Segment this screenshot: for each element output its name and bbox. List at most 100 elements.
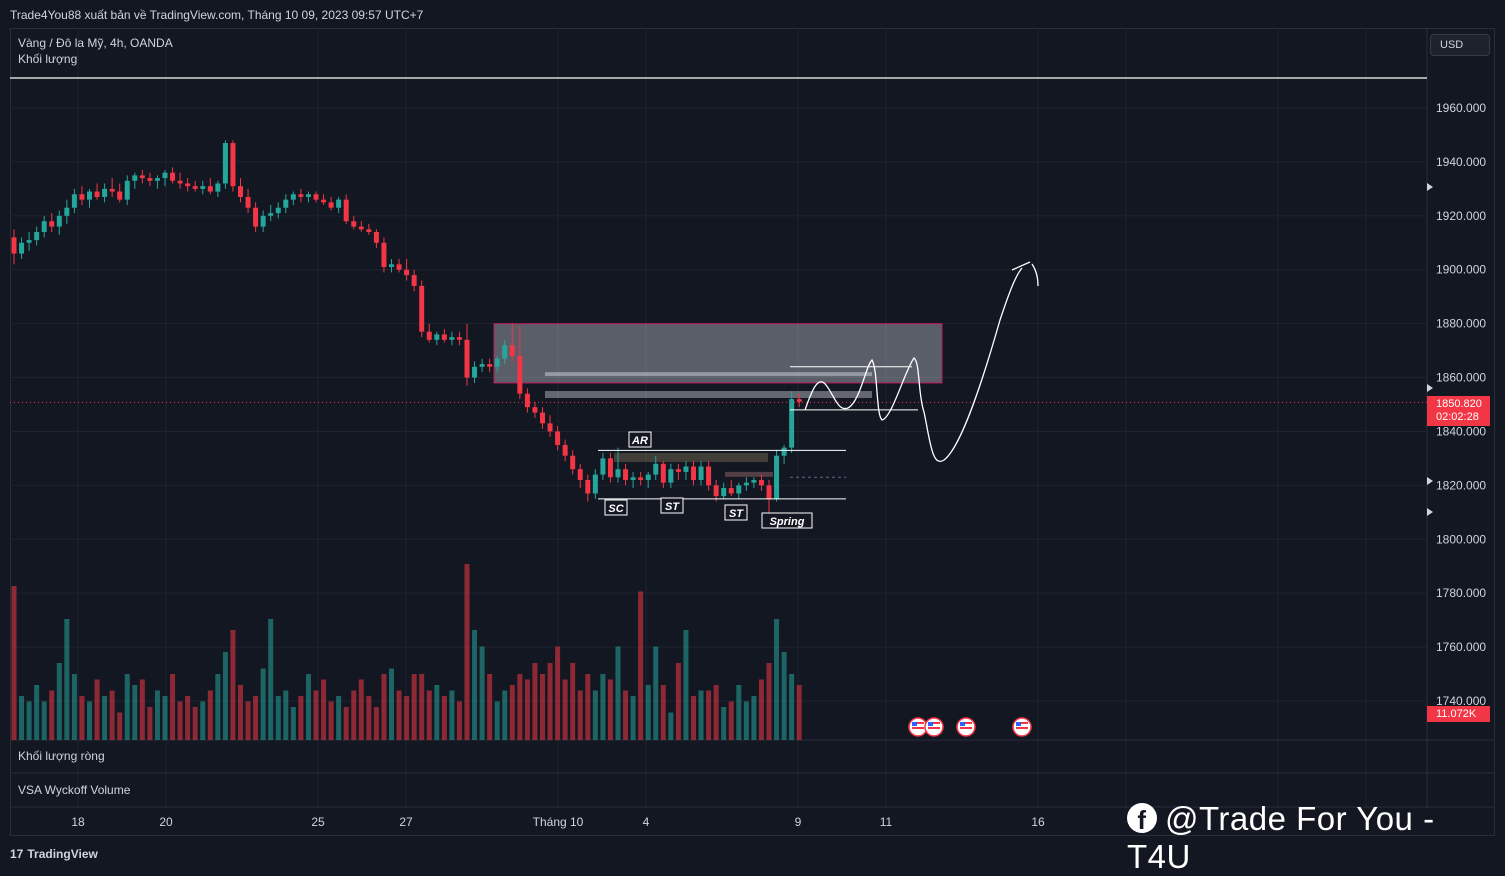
chart-frame[interactable] bbox=[10, 28, 1495, 836]
candle bbox=[456, 331, 462, 346]
volume-bar bbox=[434, 685, 440, 740]
symbol-title[interactable]: Vàng / Đô la Mỹ, 4h, OANDA bbox=[18, 36, 173, 50]
price-tick-label: 1760.000 bbox=[1436, 640, 1486, 654]
candle-body bbox=[698, 466, 704, 480]
flag-stripe bbox=[960, 722, 972, 724]
candle bbox=[170, 167, 176, 184]
volume-bar bbox=[411, 674, 417, 740]
candle bbox=[71, 188, 77, 214]
candle bbox=[79, 186, 85, 206]
candle-body bbox=[343, 199, 349, 222]
candle-body bbox=[245, 196, 251, 208]
flag-stripe bbox=[912, 727, 924, 729]
candle bbox=[713, 479, 719, 502]
watermark-text: @Trade For You - T4U bbox=[1127, 800, 1435, 875]
candle-body bbox=[170, 172, 176, 181]
candle bbox=[736, 482, 742, 499]
candle-body bbox=[713, 485, 719, 497]
candle-body bbox=[283, 199, 289, 208]
candle bbox=[653, 455, 659, 480]
demand-zone bbox=[614, 453, 768, 463]
last-volume-tag: 11.072K bbox=[1427, 706, 1490, 722]
order-block bbox=[545, 372, 872, 377]
candle-body bbox=[615, 469, 621, 478]
candle bbox=[404, 258, 410, 281]
candle bbox=[691, 461, 696, 486]
candle bbox=[215, 180, 221, 197]
candle-body bbox=[238, 186, 243, 197]
annotation-st: ST bbox=[660, 497, 684, 514]
candle bbox=[698, 461, 704, 486]
volume-bar bbox=[185, 696, 191, 740]
candle-body bbox=[592, 474, 598, 494]
candle bbox=[411, 269, 417, 292]
candle bbox=[675, 463, 681, 480]
time-axis: 18 20 25 27 Tháng 10 4 9 11 16 bbox=[71, 815, 1045, 829]
candle-body bbox=[600, 458, 606, 475]
candle-body bbox=[434, 334, 440, 340]
candle bbox=[721, 482, 727, 499]
candle-body bbox=[94, 191, 100, 197]
candle bbox=[162, 169, 168, 187]
last-price-value: 1850.820 bbox=[1436, 398, 1482, 410]
candle bbox=[766, 479, 772, 513]
candle-body bbox=[321, 199, 327, 203]
candle-body bbox=[411, 275, 417, 286]
volume-bar bbox=[343, 707, 349, 740]
volume-bar bbox=[177, 701, 183, 740]
volume-bar bbox=[577, 690, 583, 740]
volume-bar bbox=[487, 674, 493, 740]
volume-legend[interactable]: Khối lượng bbox=[18, 52, 78, 66]
candle bbox=[562, 439, 568, 462]
volume-bar bbox=[366, 696, 372, 740]
net-volume-pane-label[interactable]: Khối lượng ròng bbox=[18, 749, 105, 763]
volume-bar bbox=[19, 696, 25, 740]
candle-body bbox=[728, 488, 734, 494]
candle-body bbox=[607, 458, 613, 478]
price-tick-label: 1780.000 bbox=[1436, 586, 1486, 600]
price-tick-label: 1920.000 bbox=[1436, 209, 1486, 223]
candle bbox=[789, 391, 795, 454]
volume-bar bbox=[230, 630, 236, 740]
volume-bar bbox=[660, 685, 666, 740]
candle-body bbox=[200, 186, 206, 189]
vsa-pane-label[interactable]: VSA Wyckoff Volume bbox=[18, 783, 131, 797]
volume-bar bbox=[215, 674, 221, 740]
price-axis: 1960.000 1940.000 1920.000 1900.000 1880.000… bbox=[1427, 101, 1486, 708]
candle-body bbox=[638, 477, 644, 480]
candle-body bbox=[268, 213, 274, 216]
candle-body bbox=[472, 366, 478, 378]
candle bbox=[706, 461, 712, 491]
candle bbox=[64, 199, 70, 224]
candle bbox=[147, 172, 153, 187]
candle bbox=[207, 178, 213, 195]
us-flag-event-icon bbox=[1012, 717, 1032, 737]
candle-body bbox=[570, 455, 576, 470]
candle bbox=[630, 471, 636, 489]
tradingview-logo[interactable]: 17 TradingView bbox=[10, 847, 98, 861]
candle-body bbox=[645, 474, 651, 480]
volume-bar bbox=[698, 690, 704, 740]
currency-button[interactable]: USD bbox=[1430, 34, 1490, 56]
candle-body bbox=[154, 178, 160, 181]
candle bbox=[49, 213, 55, 232]
drawings bbox=[10, 77, 1427, 500]
candle bbox=[19, 237, 25, 259]
volume-bar bbox=[298, 696, 304, 740]
time-tick-label: 20 bbox=[159, 815, 173, 829]
candle bbox=[464, 323, 470, 386]
volume-bar bbox=[305, 674, 311, 740]
candle-body bbox=[389, 264, 394, 268]
candle bbox=[570, 450, 576, 475]
volume-bar bbox=[419, 674, 425, 740]
volume-bar bbox=[358, 679, 364, 740]
candle bbox=[313, 191, 319, 203]
publish-bar: Trade4You88 xuất bản về TradingView.com,… bbox=[0, 0, 1505, 28]
candle bbox=[426, 323, 432, 343]
volume-bar bbox=[441, 696, 447, 740]
volume-bar bbox=[555, 646, 561, 740]
volume-bar bbox=[49, 690, 55, 740]
candle-body bbox=[298, 194, 304, 197]
volume-bar bbox=[154, 690, 160, 740]
